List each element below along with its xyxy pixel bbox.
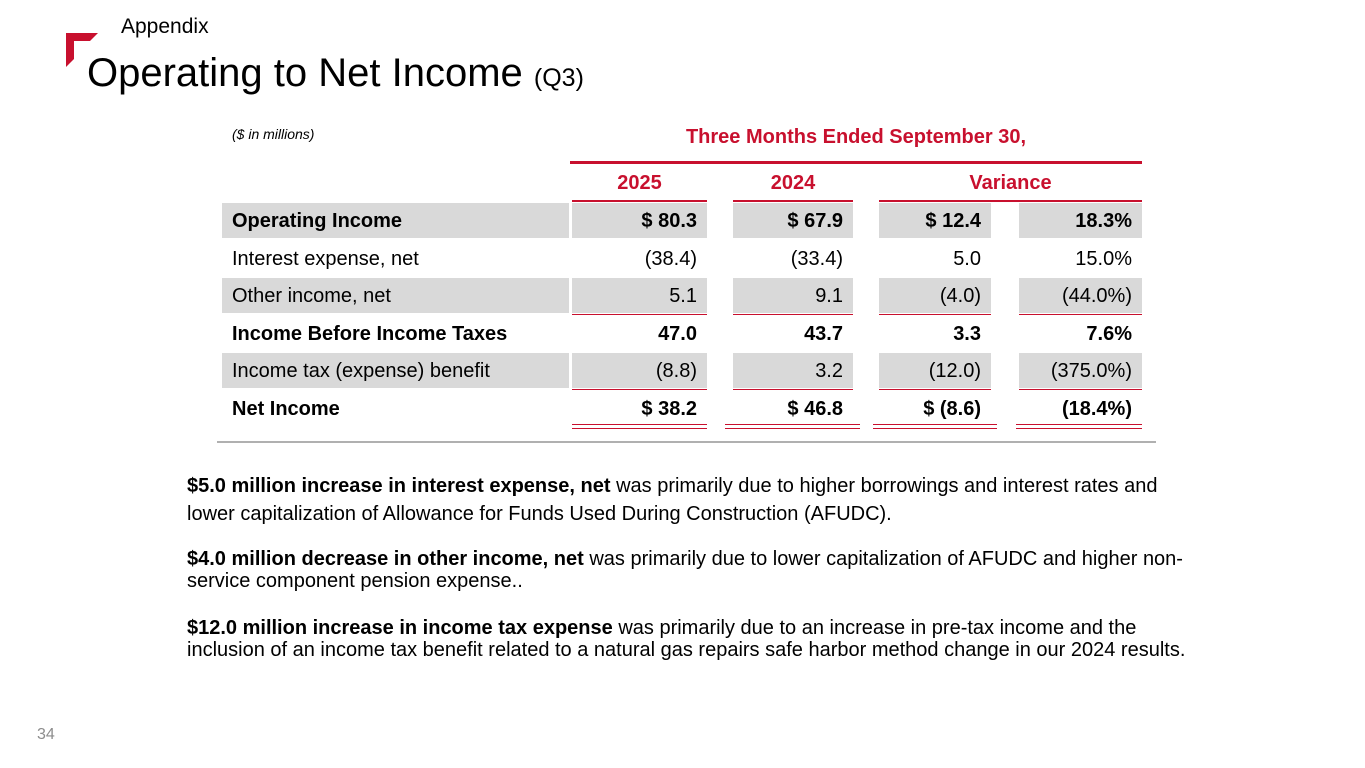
column-rule-variance xyxy=(879,200,1142,202)
variance-percent: (375.0%) xyxy=(1019,353,1142,388)
value-2025: (8.8) xyxy=(572,353,707,388)
subtotal-underline-variance-percent xyxy=(1019,314,1142,315)
subtotal-underline-variance-amount xyxy=(879,314,991,315)
table-row-net-income: Net Income $ 38.2 $ 46.8 $ (8.6) (18.4%) xyxy=(222,391,1142,426)
variance-percent: (18.4%) xyxy=(1061,398,1132,420)
variance-amount: (12.0) xyxy=(879,353,991,388)
row-label: Other income, net xyxy=(222,278,569,313)
double-underline-2024 xyxy=(725,424,860,429)
section-label: Appendix xyxy=(121,15,209,38)
value-2024: (33.4) xyxy=(790,248,843,270)
double-underline-variance-amount xyxy=(873,424,997,429)
row-label: Operating Income xyxy=(222,203,569,238)
column-header-2025: 2025 xyxy=(617,172,662,194)
table-bottom-rule xyxy=(217,441,1156,443)
value-2025: 47.0 xyxy=(658,323,697,345)
subtotal-underline-2025 xyxy=(572,314,707,315)
variance-percent: (44.0%) xyxy=(1019,278,1142,313)
note-interest-expense: $5.0 million increase in interest expens… xyxy=(187,472,1197,528)
table-row-other-income: Other income, net 5.1 9.1 (4.0) (44.0%) xyxy=(222,278,1142,313)
value-2025: $ 38.2 xyxy=(641,398,697,420)
subtotal-underline-2024 xyxy=(733,314,853,315)
table-row-income-before-taxes: Income Before Income Taxes 47.0 43.7 3.3… xyxy=(222,316,1142,351)
units-note: ($ in millions) xyxy=(232,126,315,142)
variance-amount: $ 12.4 xyxy=(879,203,991,238)
note-highlight: $4.0 million decrease in other income, n… xyxy=(187,548,584,570)
total-underline-variance-percent xyxy=(1019,389,1142,390)
total-underline-2024 xyxy=(733,389,853,390)
note-highlight: $12.0 million increase in income tax exp… xyxy=(187,617,613,639)
page-title-period: (Q3) xyxy=(533,64,584,92)
table-row-operating-income: Operating Income $ 80.3 $ 67.9 $ 12.4 18… xyxy=(222,203,1142,238)
note-text: was primarily due to an increase in pre-… xyxy=(187,617,1186,661)
corner-bracket-logo-icon xyxy=(66,33,98,67)
row-label: Income tax (expense) benefit xyxy=(222,353,569,388)
variance-percent: 7.6% xyxy=(1086,323,1132,345)
double-underline-2025 xyxy=(572,424,707,429)
row-label: Net Income xyxy=(232,398,340,420)
note-text: was primarily due to lower capitalizatio… xyxy=(187,548,1183,592)
value-2024: 9.1 xyxy=(733,278,853,313)
page-title-main: Operating to Net Income xyxy=(87,51,523,95)
value-2025: (38.4) xyxy=(644,248,697,270)
variance-amount: $ (8.6) xyxy=(923,398,981,420)
variance-amount: 5.0 xyxy=(953,248,981,270)
page-title: Operating to Net Income (Q3) xyxy=(87,49,584,102)
note-highlight: $5.0 million increase in interest expens… xyxy=(187,475,611,497)
variance-percent: 15.0% xyxy=(1075,248,1132,270)
table-row-income-tax: Income tax (expense) benefit (8.8) 3.2 (… xyxy=(222,353,1142,388)
variance-amount: 3.3 xyxy=(953,323,981,345)
variance-amount: (4.0) xyxy=(879,278,991,313)
variance-percent: 18.3% xyxy=(1019,203,1142,238)
table-row-interest-expense: Interest expense, net (38.4) (33.4) 5.0 … xyxy=(222,241,1142,276)
total-underline-2025 xyxy=(572,389,707,390)
value-2024: $ 46.8 xyxy=(787,398,843,420)
value-2024: 3.2 xyxy=(733,353,853,388)
column-header-2024: 2024 xyxy=(770,172,816,194)
note-income-tax: $12.0 million increase in income tax exp… xyxy=(187,617,1197,661)
period-header: Three Months Ended September 30, xyxy=(685,126,1027,148)
column-header-variance: Variance xyxy=(969,172,1052,194)
row-label: Interest expense, net xyxy=(232,248,419,270)
row-label: Income Before Income Taxes xyxy=(232,323,508,345)
double-underline-variance-percent xyxy=(1016,424,1142,429)
column-rule-2024 xyxy=(733,200,853,202)
value-2024: $ 67.9 xyxy=(733,203,853,238)
value-2025: $ 80.3 xyxy=(572,203,707,238)
value-2024: 43.7 xyxy=(804,323,843,345)
value-2025: 5.1 xyxy=(572,278,707,313)
total-underline-variance-amount xyxy=(879,389,991,390)
period-header-rule xyxy=(570,161,1142,164)
note-text: was primarily due to higher borrowings a… xyxy=(187,475,1158,525)
page-number: 34 xyxy=(37,726,55,743)
column-rule-2025 xyxy=(572,200,707,202)
note-other-income: $4.0 million decrease in other income, n… xyxy=(187,548,1197,592)
